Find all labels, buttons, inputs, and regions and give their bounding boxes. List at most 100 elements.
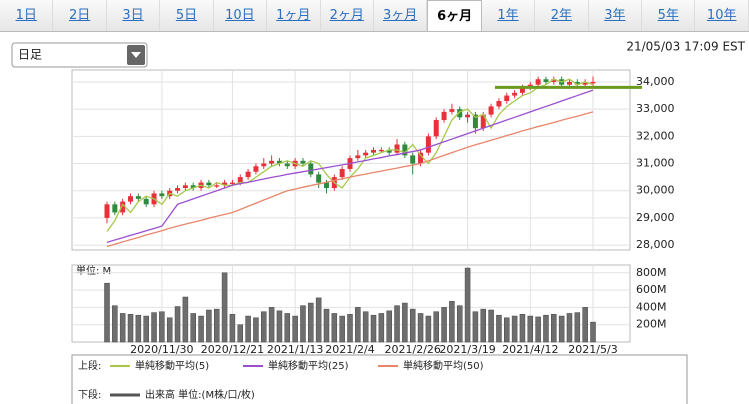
tab[interactable]: 2ヶ月	[321, 0, 374, 31]
tab[interactable]: 3ヶ月	[374, 0, 428, 31]
candle-body	[104, 204, 110, 218]
volume-bar	[441, 307, 447, 343]
volume-bar	[323, 308, 330, 343]
volume-bar	[402, 302, 408, 343]
volume-bar	[504, 317, 510, 343]
volume-bar	[151, 312, 157, 343]
volume-bar	[190, 313, 196, 343]
legend-lower-label: 下段:	[78, 388, 101, 401]
candle-body	[457, 109, 463, 118]
volume-bar	[574, 312, 581, 343]
volume-bar	[104, 282, 110, 343]
candle-body	[245, 171, 251, 178]
volume-bar	[245, 315, 251, 343]
volume-bar	[519, 314, 526, 343]
tab[interactable]: 2年	[535, 0, 589, 31]
y-tick-label: 600M	[636, 283, 667, 296]
tab[interactable]: 1日	[0, 0, 54, 31]
volume-bar	[425, 315, 432, 343]
candle-body	[269, 160, 275, 164]
volume-bar	[433, 311, 439, 343]
tab[interactable]: 1年	[482, 0, 536, 31]
candle-body	[198, 182, 204, 189]
tab[interactable]: 6ヶ月	[427, 0, 482, 31]
candle-body	[535, 79, 541, 85]
candle-body	[574, 81, 580, 85]
candle-body	[480, 114, 486, 129]
volume-bar	[331, 313, 338, 343]
tab[interactable]: 10日	[214, 0, 268, 31]
tab[interactable]: 1ヶ月	[267, 0, 321, 31]
candle-body	[566, 81, 572, 85]
candle-body	[308, 163, 314, 175]
volume-bar	[143, 315, 149, 343]
dropdown-button[interactable]	[127, 45, 145, 65]
volume-bar	[394, 305, 400, 343]
candle-body	[128, 196, 134, 202]
volume-bar	[213, 308, 220, 343]
candle-body	[222, 182, 228, 186]
candle-body	[425, 136, 431, 153]
volume-bar	[511, 315, 518, 343]
volume-bar	[558, 315, 565, 343]
candle-body	[488, 106, 494, 115]
volume-bar	[582, 307, 588, 343]
volume-bar	[198, 315, 204, 343]
volume-bar	[127, 314, 134, 343]
volume-bar	[347, 314, 353, 343]
tab[interactable]: 5年	[642, 0, 696, 31]
volume-bar	[300, 305, 306, 343]
volume-bar	[315, 297, 322, 343]
candle-body	[175, 188, 181, 191]
y-tick-label: 31,000	[636, 157, 675, 170]
volume-bar	[268, 307, 275, 343]
candle-body	[120, 201, 126, 213]
price-panel	[71, 69, 631, 251]
legend-label: 単純移動平均(5)	[135, 359, 209, 372]
tab-bar: 1日 2日 3日 5日 10日 1ヶ月 2ヶ月 3ヶ月 6ヶ月 1年 2年 3年 5年 10年	[0, 0, 749, 32]
volume-bar	[112, 305, 118, 343]
tab[interactable]: 5日	[160, 0, 214, 31]
candle-body	[237, 177, 243, 183]
volume-bar	[362, 311, 369, 343]
y-tick-label: 32,000	[636, 129, 675, 142]
candle-body	[465, 114, 471, 118]
volume-bar	[174, 306, 181, 343]
candle-body	[551, 79, 557, 82]
tab[interactable]: 10年	[695, 0, 749, 31]
candle-body	[512, 92, 518, 96]
dropdown[interactable]	[11, 42, 148, 68]
volume-bar	[590, 321, 596, 343]
dropdown-label: 日足	[18, 48, 42, 62]
candle-body	[441, 111, 447, 121]
y-tick-label: 30,000	[636, 184, 675, 197]
candle-body	[378, 149, 384, 152]
candle-body	[402, 144, 408, 156]
candle-body	[167, 190, 173, 197]
legend-label: 単純移動平均(50)	[403, 359, 484, 372]
volume-bar	[551, 314, 557, 343]
volume-bar	[464, 267, 471, 343]
candle-body	[151, 193, 157, 205]
volume-unit: 単位: M	[76, 264, 111, 277]
tab[interactable]: 3日	[107, 0, 161, 31]
y-tick-label: 29,000	[636, 211, 675, 224]
volume-bar	[159, 311, 165, 343]
tab[interactable]: 2日	[53, 0, 107, 31]
ma-line	[106, 78, 594, 232]
tab[interactable]: 3年	[589, 0, 643, 31]
volume-bar	[417, 313, 424, 343]
volume-bar	[386, 310, 392, 343]
candle-body	[112, 204, 118, 213]
candle-body	[159, 193, 165, 197]
volume-bar	[221, 272, 228, 343]
volume-bar	[355, 307, 361, 343]
y-tick-label: 400M	[636, 300, 667, 313]
candle-body	[543, 79, 549, 82]
volume-bar	[206, 309, 212, 343]
y-tick-label: 800M	[636, 266, 667, 279]
candle-body	[323, 182, 329, 189]
candle-body	[316, 174, 322, 183]
volume-bar	[292, 315, 298, 343]
